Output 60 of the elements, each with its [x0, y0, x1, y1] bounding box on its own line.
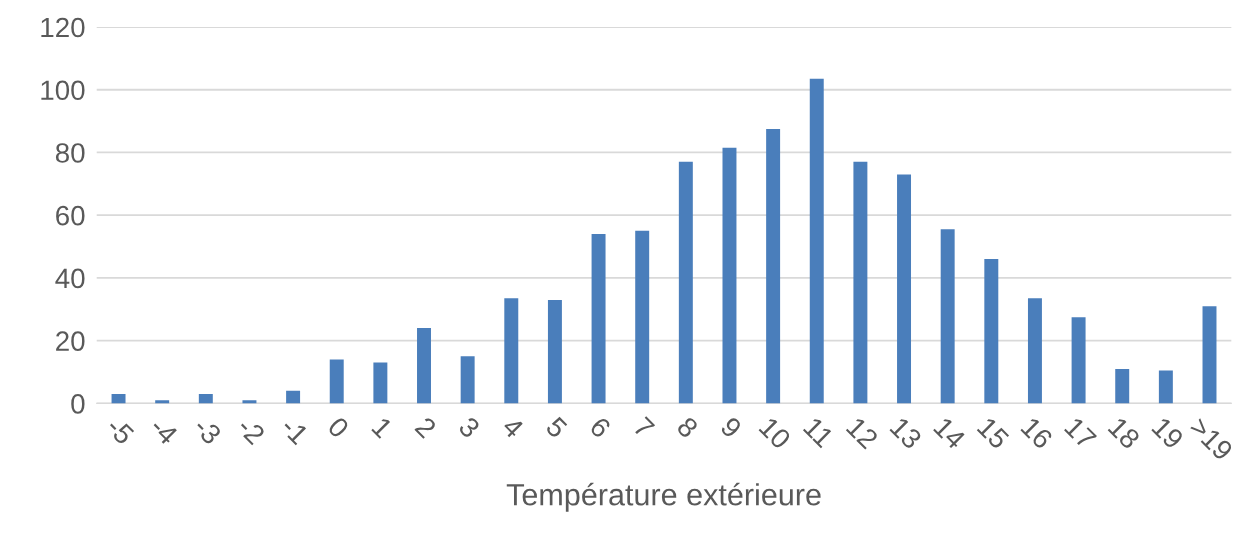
- bar: [722, 147, 737, 404]
- x-tick-label: 9: [719, 415, 743, 439]
- x-tick-label: 0: [326, 415, 351, 440]
- y-tick-label: 100: [41, 80, 85, 101]
- bar: [940, 229, 955, 404]
- x-tick-label: 8: [675, 415, 700, 439]
- bar: [1027, 298, 1042, 404]
- bar: [1071, 317, 1086, 404]
- bar: [547, 299, 562, 404]
- x-axis-title: Température extérieure: [506, 482, 821, 512]
- bar: [766, 128, 781, 404]
- x-tick-label: -4: [149, 416, 179, 446]
- bar: [1158, 370, 1173, 404]
- bar: [1115, 368, 1130, 404]
- x-tick-label: 4: [501, 415, 525, 440]
- bar: [155, 400, 170, 404]
- x-tick-label: 11: [802, 416, 835, 449]
- bar: [984, 259, 999, 404]
- x-tick-label: 19: [1151, 416, 1185, 450]
- x-tick-label: 13: [889, 416, 923, 450]
- x-tick-label: -2: [236, 415, 266, 446]
- bar: [286, 390, 301, 404]
- x-tick-label: 7: [632, 416, 656, 439]
- bar: [591, 234, 606, 404]
- bar: [809, 78, 824, 404]
- x-tick-label: >19: [1188, 415, 1234, 462]
- bar: [635, 230, 650, 404]
- bar: [504, 298, 519, 404]
- bar: [373, 362, 388, 404]
- x-tick-label: 17: [1064, 416, 1097, 450]
- x-tick-label: 3: [457, 415, 481, 439]
- x-tick-label: 10: [758, 416, 792, 450]
- bar: [329, 359, 344, 404]
- y-tick-label: 20: [56, 331, 85, 351]
- y-tick-label: 120: [41, 17, 85, 38]
- bar: [678, 161, 693, 404]
- y-tick-label: 80: [55, 143, 85, 163]
- bar: [897, 174, 912, 404]
- x-tick-label: 14: [933, 416, 967, 450]
- bar: [111, 393, 126, 404]
- x-tick-label: -1: [280, 416, 310, 446]
- x-tick-label: -3: [192, 415, 223, 446]
- x-tick-label: 1: [371, 416, 394, 439]
- x-tick-label: 2: [414, 416, 438, 439]
- bar: [853, 161, 868, 404]
- x-tick-label: 12: [845, 416, 879, 450]
- y-tick-label: 60: [56, 205, 85, 226]
- bar: [417, 328, 431, 404]
- x-tick-label: -5: [105, 416, 135, 446]
- x-tick-label: 15: [976, 416, 1010, 450]
- x-tick-label: 5: [544, 416, 568, 440]
- x-tick-label: 16: [1020, 416, 1054, 450]
- bar: [242, 400, 257, 404]
- y-tick-label: 40: [55, 268, 85, 289]
- x-tick-label: 18: [1107, 416, 1141, 450]
- bar: [460, 356, 475, 404]
- bar: [198, 393, 213, 404]
- x-tick-label: 6: [588, 416, 612, 439]
- bar: [1202, 306, 1217, 404]
- y-tick-label: 0: [71, 394, 85, 414]
